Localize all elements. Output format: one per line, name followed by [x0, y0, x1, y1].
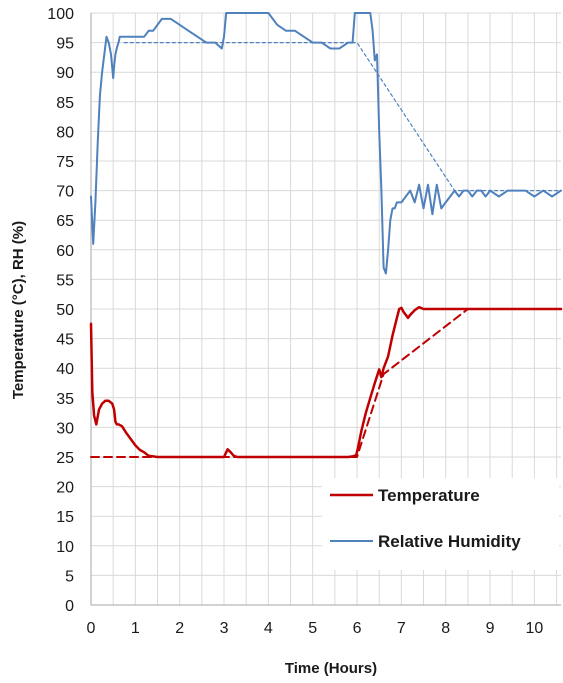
y-tick-label: 65: [56, 213, 74, 230]
legend-box: [322, 478, 559, 570]
y-tick-label: 60: [56, 243, 74, 260]
series-line-temperature-setpoint: [90, 308, 562, 458]
x-tick-label: 3: [220, 620, 229, 637]
x-tick-label: 4: [264, 620, 273, 637]
legend-label-relative-humidity: Relative Humidity: [378, 532, 521, 551]
series-lines: [89, 12, 563, 459]
x-tick-label: 7: [397, 620, 406, 637]
y-tick-label: 5: [65, 568, 74, 585]
x-tick-label: 0: [87, 620, 96, 637]
y-tick-labels: 0 5 10 15 20 25 30 35 40 45 50 55 60 65 70 75 80 85 90 95 10…: [47, 6, 74, 615]
x-tick-label: 1: [131, 620, 140, 637]
y-tick-label: 55: [56, 272, 74, 289]
y-tick-label: 85: [56, 95, 74, 112]
legend-label-temperature: Temperature: [378, 486, 480, 505]
y-tick-label: 45: [56, 332, 74, 349]
y-tick-label: 50: [56, 302, 74, 319]
y-tick-label: 70: [56, 184, 74, 201]
y-tick-label: 0: [65, 598, 74, 615]
x-axis-title: Time (Hours): [285, 660, 377, 677]
y-tick-label: 10: [56, 539, 74, 556]
x-tick-label: 2: [175, 620, 184, 637]
x-tick-labels: 0 1 2 3 4 5 6 7 8 9 10: [87, 620, 544, 637]
x-tick-label: 5: [308, 620, 317, 637]
x-tick-label: 6: [353, 620, 362, 637]
x-tick-label: 9: [486, 620, 495, 637]
y-tick-label: 90: [56, 65, 74, 82]
y-tick-label: 100: [47, 6, 74, 23]
series-line-rh-setpoint: [123, 41, 562, 192]
y-tick-label: 75: [56, 154, 74, 171]
y-tick-label: 20: [56, 480, 74, 497]
legend: Temperature Relative Humidity: [322, 478, 559, 570]
y-tick-label: 95: [56, 36, 74, 53]
y-tick-label: 15: [56, 509, 74, 526]
y-tick-label: 80: [56, 124, 74, 141]
y-tick-label: 30: [56, 420, 74, 437]
y-tick-label: 35: [56, 391, 74, 408]
x-tick-label: 10: [525, 620, 543, 637]
x-tick-label: 8: [441, 620, 450, 637]
y-axis-title: Temperature (°C), RH (%): [10, 221, 27, 399]
y-tick-label: 25: [56, 450, 74, 467]
y-tick-label: 40: [56, 361, 74, 378]
